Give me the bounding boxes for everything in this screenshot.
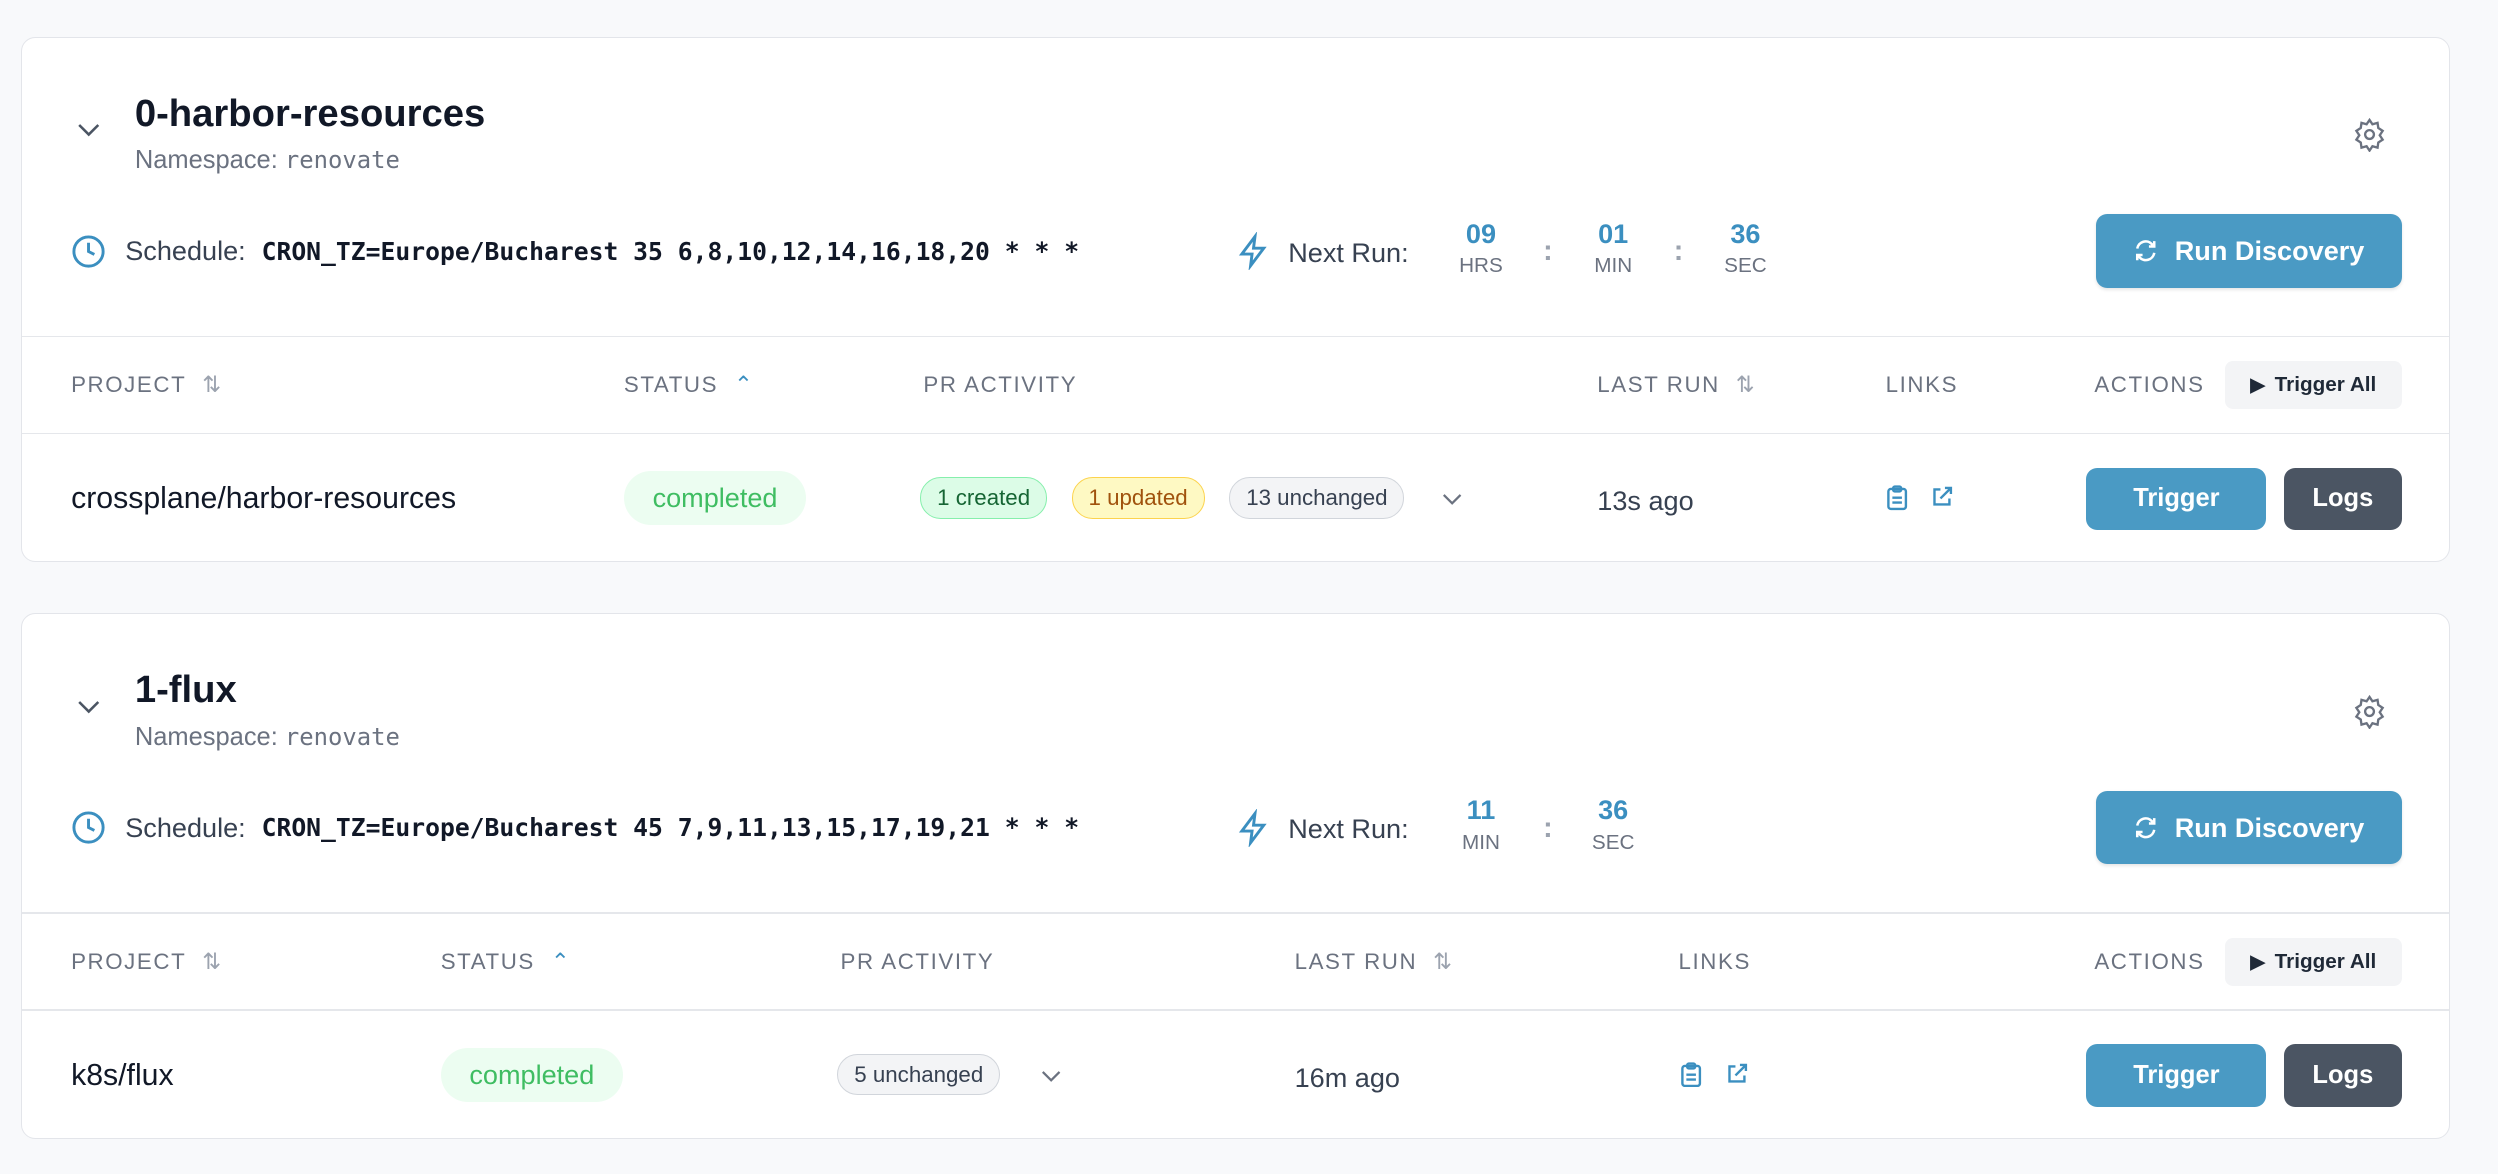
group-card-0-harbor-resources: 0-harbor-resources Namespace: renovate S… (20, 36, 2451, 563)
column-header-last-run[interactable]: LAST RUN ⇅ (1294, 948, 1454, 974)
logs-button[interactable]: Logs (2283, 1044, 2402, 1107)
play-circle-icon: ▶ (2250, 951, 2266, 973)
pr-unchanged-badge: 13 unchanged (1229, 477, 1405, 519)
clipboard-icon[interactable] (1680, 1062, 1702, 1088)
trigger-button[interactable]: Trigger (2086, 1044, 2267, 1107)
column-header-pr-activity: PR ACTIVITY (923, 372, 1078, 398)
schedule-label: Schedule: (125, 235, 246, 267)
column-header-actions: ACTIONS (2094, 948, 2205, 974)
column-header-project[interactable]: PROJECT ⇅ (71, 372, 223, 398)
schedule-row: Schedule: CRON_TZ=Europe/Bucharest 35 6,… (71, 234, 1079, 269)
trigger-button[interactable]: Trigger (2086, 467, 2267, 530)
trigger-all-button[interactable]: ▶ Trigger All (2224, 361, 2402, 409)
group-title: 0-harbor-resources (134, 91, 486, 135)
bolt-icon (1236, 808, 1271, 847)
play-circle-icon: ▶ (2250, 374, 2266, 396)
group-card-1-flux: 1-flux Namespace: renovate Schedule: CRO… (20, 613, 2451, 1140)
column-header-links: LINKS (1885, 372, 1959, 398)
clipboard-icon[interactable] (1886, 485, 1908, 511)
divider (21, 335, 2450, 338)
refresh-icon (2133, 815, 2158, 840)
status-badge: completed (440, 1047, 623, 1102)
cron-expression: CRON_TZ=Europe/Bucharest 45 7,9,11,13,15… (261, 813, 1080, 843)
last-run: 16m ago (1294, 1061, 1400, 1093)
gear-icon[interactable] (2352, 117, 2387, 153)
sort-icon: ⇅ (202, 948, 223, 974)
divider (21, 432, 2450, 435)
namespace-prefix: Namespace: (134, 145, 278, 174)
collapse-chevron-icon[interactable] (76, 117, 101, 142)
expand-chevron-icon[interactable] (1441, 488, 1463, 510)
sort-icon: ⇅ (202, 372, 223, 398)
schedule-label: Schedule: (125, 811, 246, 843)
countdown-seconds: 36 SEC (1724, 217, 1767, 278)
external-link-icon[interactable] (1725, 1062, 1749, 1086)
sort-asc-icon: ⌃ (734, 372, 755, 398)
collapse-chevron-icon[interactable] (76, 694, 101, 719)
namespace-value: renovate (284, 722, 400, 751)
column-header-last-run[interactable]: LAST RUN ⇅ (1597, 372, 1757, 398)
namespace-label: Namespace: renovate (135, 723, 400, 752)
project-name: crossplane/harbor-resources (71, 482, 457, 516)
countdown-separator: : (1543, 235, 1553, 268)
run-discovery-button[interactable]: Run Discovery (2095, 791, 2402, 865)
column-header-status[interactable]: STATUS ⌃ (440, 948, 572, 974)
column-header-actions: ACTIONS (2094, 372, 2205, 398)
project-name: k8s/flux (71, 1058, 174, 1092)
countdown-seconds: 36 SEC (1591, 794, 1635, 855)
status-badge: completed (623, 470, 807, 526)
countdown-minutes: 11 MIN (1461, 794, 1500, 855)
divider (21, 1009, 2450, 1011)
refresh-icon (2133, 238, 2158, 263)
countdown-hours: 09 HRS (1459, 217, 1503, 278)
gear-icon[interactable] (2352, 694, 2387, 730)
bolt-icon (1236, 231, 1271, 271)
namespace-prefix: Namespace: (134, 722, 278, 751)
sort-asc-icon: ⌃ (550, 948, 572, 974)
schedule-row: Schedule: CRON_TZ=Europe/Bucharest 45 7,… (71, 810, 1079, 845)
pr-updated-badge: 1 updated (1071, 477, 1205, 519)
run-discovery-button[interactable]: Run Discovery (2095, 214, 2402, 288)
pr-created-badge: 1 created (920, 477, 1048, 519)
sort-icon: ⇅ (1735, 372, 1757, 398)
logs-button[interactable]: Logs (2283, 467, 2402, 530)
trigger-all-button[interactable]: ▶ Trigger All (2224, 937, 2402, 986)
namespace-value: renovate (284, 145, 400, 174)
pr-unchanged-badge: 5 unchanged (837, 1054, 1001, 1096)
group-title: 1-flux (134, 668, 237, 712)
column-header-links: LINKS (1678, 948, 1751, 974)
column-header-project[interactable]: PROJECT ⇅ (71, 948, 223, 974)
next-run-label: Next Run: (1288, 236, 1409, 268)
clock-icon (71, 234, 106, 269)
countdown-separator: : (1543, 811, 1553, 844)
column-header-status[interactable]: STATUS ⌃ (623, 372, 755, 398)
countdown-separator: : (1673, 235, 1684, 268)
divider (21, 912, 2450, 914)
expand-chevron-icon[interactable] (1040, 1065, 1062, 1087)
column-header-pr-activity: PR ACTIVITY (840, 948, 995, 974)
clock-icon (71, 810, 106, 845)
cron-expression: CRON_TZ=Europe/Bucharest 35 6,8,10,12,14… (261, 236, 1080, 266)
countdown-minutes: 01 MIN (1594, 217, 1633, 278)
last-run: 13s ago (1597, 485, 1694, 517)
next-run-label: Next Run: (1288, 813, 1409, 845)
namespace-label: Namespace: renovate (135, 146, 400, 175)
sort-icon: ⇅ (1433, 948, 1454, 974)
external-link-icon[interactable] (1930, 485, 1954, 509)
